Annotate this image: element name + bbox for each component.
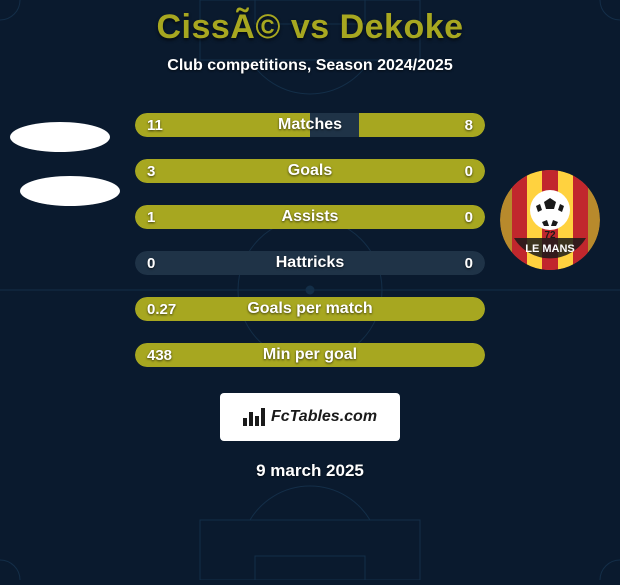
date-text: 9 march 2025	[256, 461, 364, 481]
subtitle: Club competitions, Season 2024/2025	[167, 57, 452, 75]
page-title: CissÃ© vs Dekoke	[156, 8, 463, 47]
bar-chart-icon	[243, 408, 265, 426]
fctables-text: FcTables.com	[271, 408, 377, 426]
fctables-badge: FcTables.com	[220, 393, 400, 441]
stat-row: Matches118	[135, 113, 485, 137]
stat-row: Goals per match0.27	[135, 297, 485, 321]
stat-row: Min per goal438	[135, 343, 485, 367]
stat-row: Goals30	[135, 159, 485, 183]
comparison-bars: Matches118 Goals30 Assists10 Hattricks00 Goa…	[135, 113, 485, 367]
stat-row: Hattricks00	[135, 251, 485, 275]
stat-row: Assists10	[135, 205, 485, 229]
